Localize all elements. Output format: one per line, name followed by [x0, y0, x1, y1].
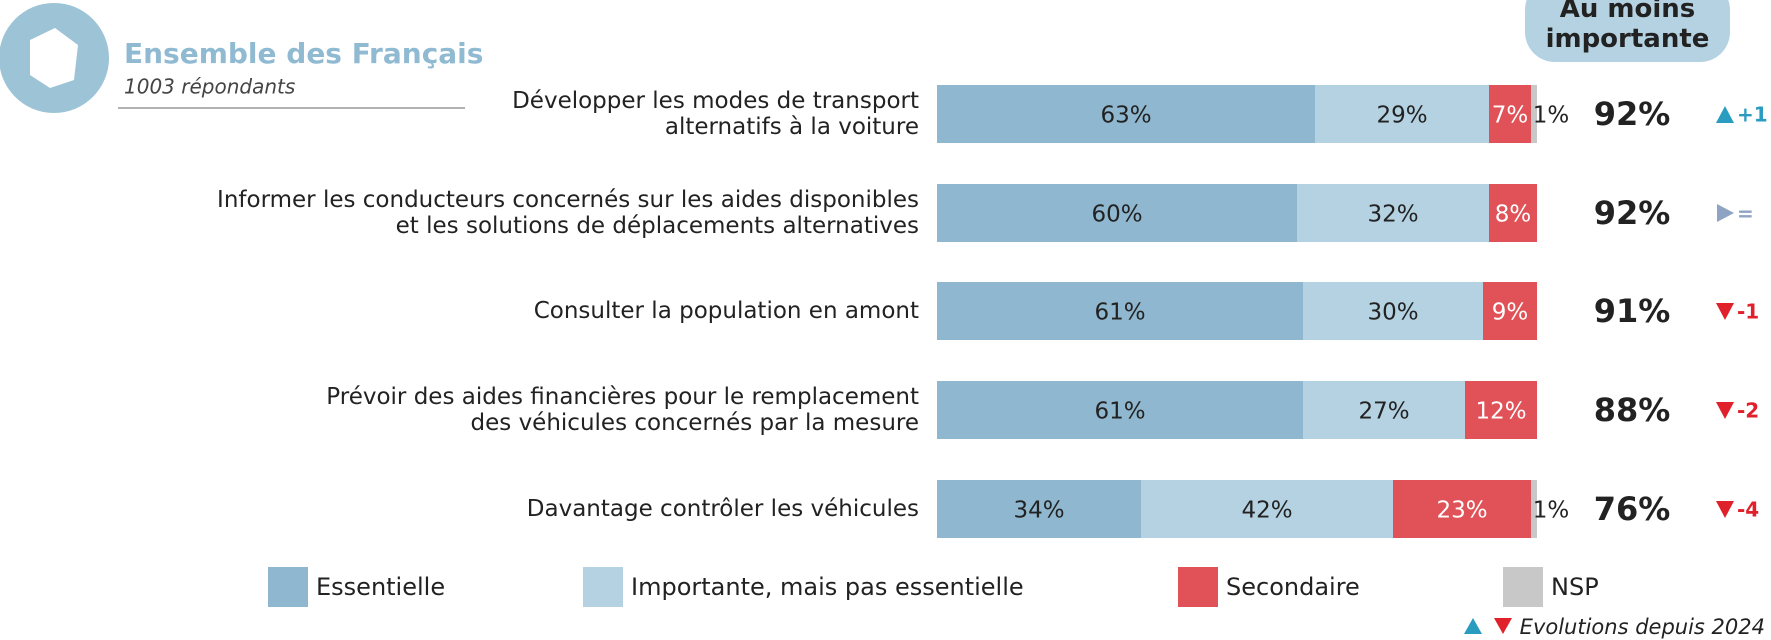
evolution-arrow [1716, 106, 1734, 123]
bar-segment [937, 85, 1315, 143]
bar-segment [1141, 480, 1393, 538]
bar-segment [937, 381, 1303, 439]
total-label: 88% [1594, 391, 1671, 429]
value-label: 27% [1358, 399, 1409, 425]
category-label: Davantage contrôler les véhicules [526, 496, 919, 522]
bar-segment [937, 282, 1303, 340]
logo-map [30, 28, 78, 88]
evolution-label: -4 [1737, 498, 1759, 522]
evolution-arrow [1716, 501, 1734, 518]
bar-segment [937, 184, 1297, 242]
value-label: 60% [1091, 202, 1142, 228]
bar-segment [1465, 381, 1537, 439]
bar-segment [1315, 85, 1489, 143]
category-label: Consulter la population en amont [533, 298, 919, 324]
totals-header: Au moins importante [1525, 0, 1730, 62]
value-label: 7% [1492, 103, 1529, 129]
note-up [1464, 618, 1482, 634]
value-label: 12% [1475, 399, 1526, 425]
evolution-label: = [1737, 202, 1754, 226]
bar-segment [1531, 480, 1537, 538]
value-label: 63% [1100, 103, 1151, 129]
total-label: 92% [1594, 194, 1671, 232]
value-label: 61% [1094, 399, 1145, 425]
evolution-arrow [1717, 204, 1734, 222]
legend-label: Importante, mais pas essentielle [631, 573, 1024, 601]
total-label: 91% [1594, 292, 1671, 330]
bar-segment [1393, 480, 1531, 538]
value-label: 61% [1094, 300, 1145, 326]
value-label: 1% [1533, 103, 1570, 129]
evolution-arrow [1716, 303, 1734, 320]
category-label: Prévoir des aides financières pour le re… [326, 384, 919, 436]
value-label: 23% [1436, 498, 1487, 524]
legend-swatch [1178, 567, 1218, 607]
evolution-label: -1 [1737, 300, 1759, 324]
category-label: Informer les conducteurs concernés sur l… [217, 187, 919, 239]
category-label: Développer les modes de transport altern… [512, 88, 919, 140]
title: Ensemble des Français [124, 37, 483, 70]
value-label: 9% [1492, 300, 1529, 326]
bar-segment [1303, 381, 1465, 439]
evolution-arrow [1716, 402, 1734, 419]
bar-segment [1303, 282, 1483, 340]
value-label: 8% [1495, 202, 1532, 228]
bar-segment [1489, 85, 1531, 143]
legend-label: NSP [1551, 573, 1599, 601]
evolution-label: +1 [1737, 103, 1768, 127]
evolution-label: -2 [1737, 399, 1759, 423]
total-label: 76% [1594, 490, 1671, 528]
legend-swatch [583, 567, 623, 607]
legend-swatch [1503, 567, 1543, 607]
value-label: 34% [1013, 498, 1064, 524]
bar-segment [1297, 184, 1489, 242]
value-label: 30% [1367, 300, 1418, 326]
legend-label: Essentielle [316, 573, 445, 601]
bar-segment [937, 480, 1141, 538]
value-label: 1% [1533, 498, 1570, 524]
value-label: 42% [1241, 498, 1292, 524]
note-down [1494, 618, 1512, 634]
evolution-note: Evolutions depuis 2024 [1520, 615, 1765, 639]
subtitle: 1003 répondants [124, 75, 295, 99]
bar-segment [1531, 85, 1537, 143]
value-label: 32% [1367, 202, 1418, 228]
bar-segment [1483, 282, 1537, 340]
value-label: 29% [1376, 103, 1427, 129]
bar-segment [1489, 184, 1537, 242]
legend-label: Secondaire [1226, 573, 1360, 601]
legend-swatch [268, 567, 308, 607]
total-label: 92% [1594, 95, 1671, 133]
